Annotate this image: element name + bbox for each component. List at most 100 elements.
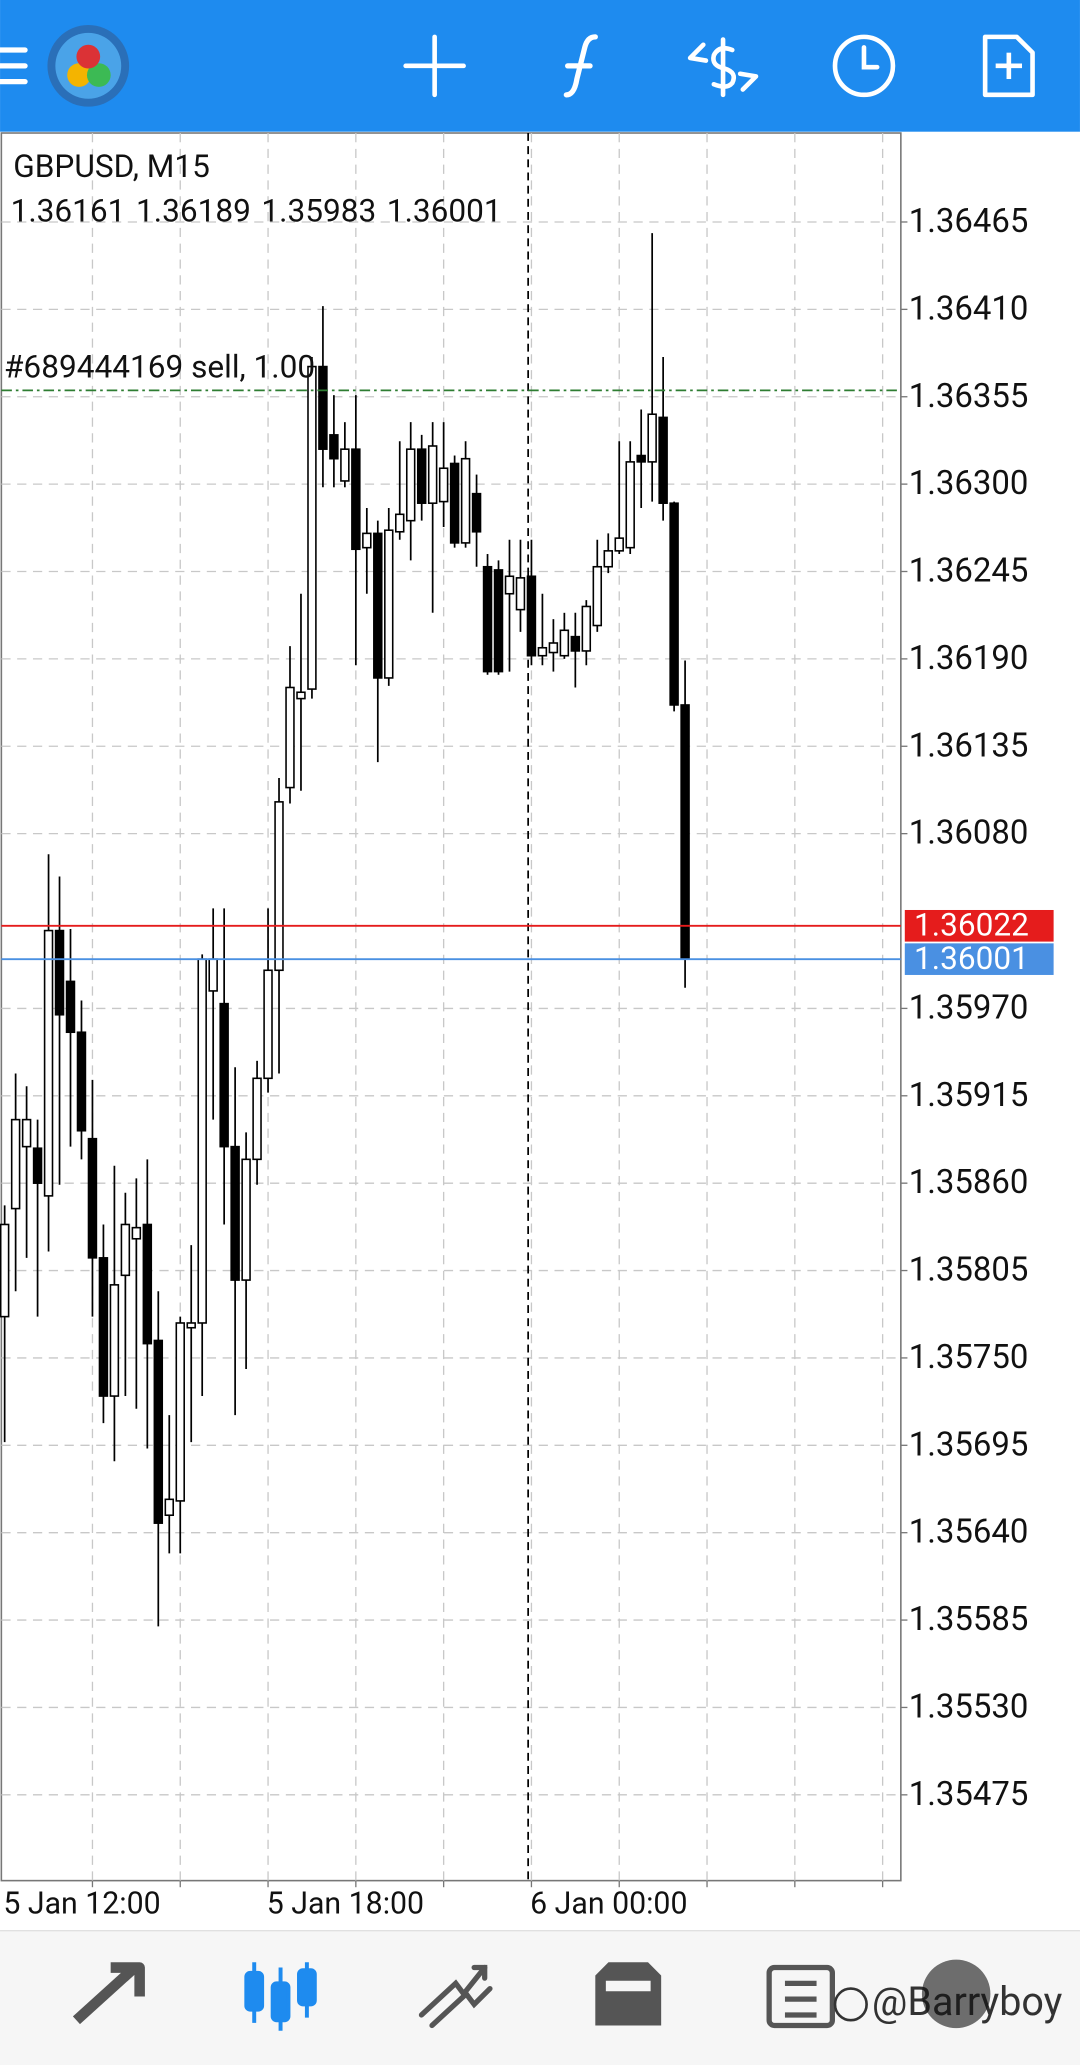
candle-body: [329, 434, 339, 460]
candle-body: [175, 1322, 185, 1502]
candle-body: [548, 642, 559, 654]
candle-body: [427, 445, 438, 504]
watermark-logo: [833, 1987, 868, 2022]
y-tick-label: 1.35695: [909, 1425, 1029, 1464]
y-tick-label: 1.36135: [909, 726, 1029, 765]
ohlc-open: 1.36161: [11, 193, 126, 230]
candle-body: [307, 365, 317, 690]
messages-tab[interactable]: [921, 1959, 991, 2029]
candle-body: [109, 1284, 120, 1397]
candle-body: [318, 365, 328, 450]
candle-body: [373, 532, 383, 679]
history-tab[interactable]: [595, 1962, 662, 2026]
candle-body: [625, 461, 635, 549]
candle-body: [32, 1147, 43, 1184]
candle-body: [43, 929, 54, 1197]
candle-body: [603, 550, 614, 568]
candle-body: [54, 929, 65, 1016]
app-logo[interactable]: [47, 25, 130, 107]
price-label-box: [904, 943, 1054, 975]
candle-body: [592, 565, 603, 627]
price-label: 1.36001: [914, 940, 1029, 977]
chart-tab[interactable]: [244, 1962, 317, 2031]
quotes-tab[interactable]: [72, 1962, 145, 2025]
ohlc-close: 1.36001: [387, 193, 502, 230]
ohlc-high: 1.36189: [136, 193, 251, 230]
candle-body: [87, 1137, 98, 1259]
y-tick-label: 1.36410: [909, 289, 1029, 328]
candle-body: [296, 691, 306, 700]
y-tick-label: 1.35475: [909, 1775, 1029, 1814]
x-tick-label: 5 Jan 12:00: [3, 1887, 160, 1922]
candle-body: [449, 462, 460, 544]
candle-body: [570, 635, 581, 652]
y-tick-label: 1.35530: [909, 1687, 1029, 1726]
order-label: #689444169 sell, 1.00: [4, 349, 315, 386]
y-tick-label: 1.35860: [909, 1163, 1029, 1202]
chart-frame: [0, 132, 902, 1882]
candle-body: [10, 1118, 21, 1210]
candle-body: [614, 537, 624, 552]
menu-button[interactable]: [0, 47, 28, 85]
candle-body: [384, 529, 394, 679]
candle-body: [362, 532, 372, 549]
ohlc-low: 1.35983: [261, 193, 376, 230]
candle-body: [142, 1223, 153, 1345]
candle-body: [131, 1226, 142, 1240]
y-tick-label: 1.36190: [909, 639, 1029, 678]
bottom-nav: [0, 1930, 1080, 2065]
y-tick-label: 1.35805: [909, 1251, 1029, 1290]
candle-body: [186, 1322, 196, 1329]
timeframe-button[interactable]: [832, 34, 896, 98]
candle-body: [482, 565, 493, 673]
candle-body: [658, 416, 668, 504]
x-tick-label: 5 Jan 18:00: [267, 1887, 424, 1922]
candle-body: [164, 1498, 175, 1517]
y-tick-label: 1.35915: [909, 1076, 1029, 1115]
candle-body: [263, 969, 273, 1080]
ohlc-readout: 1.36161 1.36189 1.35983 1.36001: [11, 193, 502, 230]
candle-body: [274, 801, 284, 972]
y-tick-label: 1.36300: [909, 464, 1029, 503]
y-tick-label: 1.36465: [909, 202, 1029, 241]
candle-body: [537, 646, 548, 657]
candle-body: [98, 1257, 109, 1397]
new-order-button[interactable]: [982, 34, 1035, 98]
candle-body: [504, 575, 515, 595]
candle-body: [515, 577, 526, 611]
candle-body: [416, 448, 427, 504]
candle-body: [647, 413, 657, 463]
y-tick-label: 1.35640: [909, 1513, 1029, 1552]
plot: #689444169 sell, 1.00: [0, 233, 901, 1627]
trade-button[interactable]: [687, 37, 759, 98]
candle-body: [285, 686, 295, 789]
candle-body: [76, 1031, 87, 1132]
candle-body: [153, 1339, 164, 1524]
watermark: @Barryboy: [872, 1978, 1063, 2025]
candle-body: [395, 513, 405, 533]
candle-body: [351, 448, 361, 551]
candle-body: [230, 1145, 240, 1281]
candle-body: [120, 1223, 131, 1277]
candle-body: [559, 629, 570, 657]
candle-body: [0, 1223, 10, 1318]
candle-body: [241, 1158, 251, 1281]
y-tick-label: 1.35750: [909, 1338, 1029, 1377]
indicators-button[interactable]: [563, 34, 598, 98]
candle-body: [460, 457, 471, 544]
symbol-title: GBPUSD, M15: [13, 148, 210, 185]
trade-tab[interactable]: [418, 1964, 493, 2029]
candle-body: [493, 569, 504, 673]
axis: 1.36465 1.36410 1.36355 1.36300 1.36245 1.361…: [3, 202, 1054, 1922]
crosshair-button[interactable]: [403, 34, 466, 98]
candle-body: [197, 958, 207, 1324]
grid: [1, 133, 901, 1881]
candle-body: [219, 1002, 229, 1148]
y-tick-label: 1.36355: [909, 377, 1029, 416]
news-tab[interactable]: [766, 1964, 836, 2029]
candle-body: [252, 1077, 262, 1161]
candle-body: [471, 492, 482, 533]
candle-body: [636, 454, 646, 463]
